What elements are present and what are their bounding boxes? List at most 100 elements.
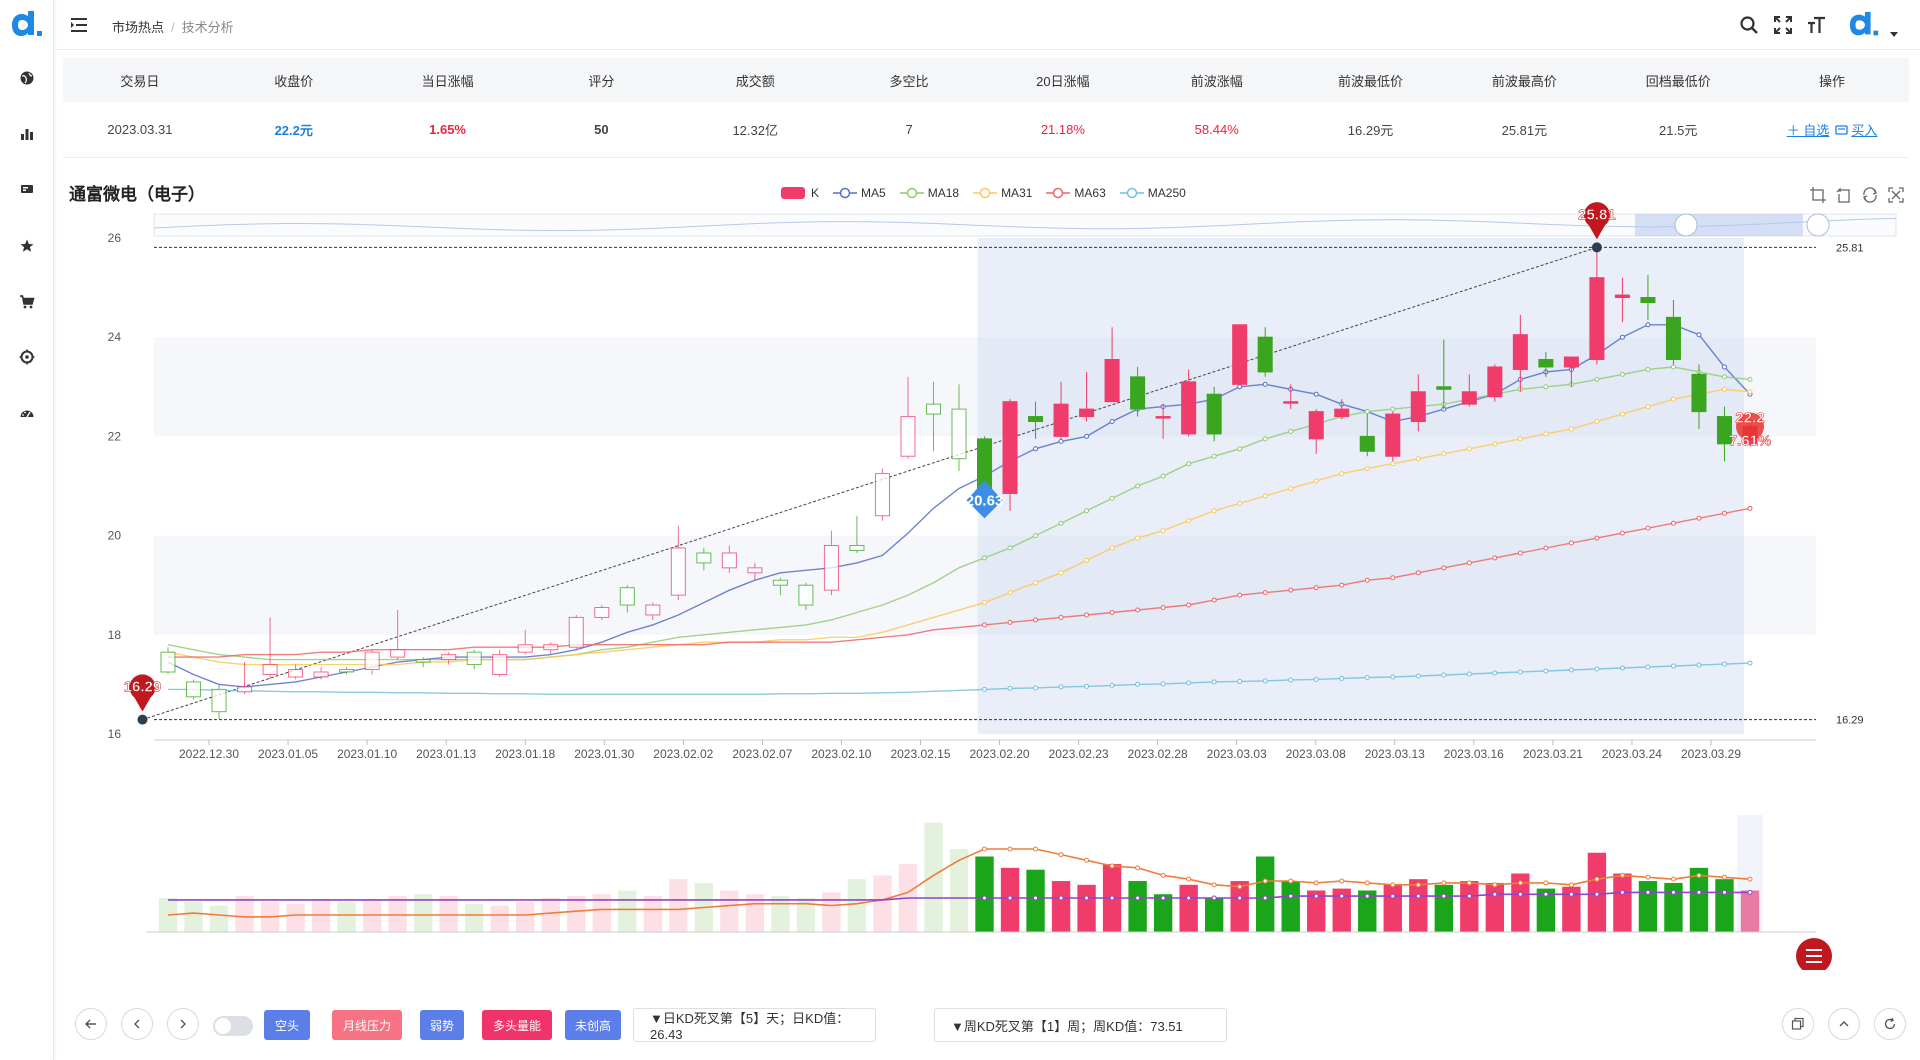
volume-ma-long-point <box>1543 891 1549 897</box>
breadcrumb-item-market[interactable]: 市场热点 <box>112 20 165 35</box>
legend-item-ma250[interactable]: MA250 <box>1119 186 1186 200</box>
restore-icon[interactable] <box>1861 186 1879 204</box>
daily-kd-info[interactable]: ▼日KD死叉第【5】天；日KD值：26.43 <box>633 1008 876 1042</box>
save-image-icon[interactable] <box>1887 186 1905 204</box>
ma-point <box>1160 473 1166 479</box>
volume-bar <box>1536 888 1556 932</box>
candle <box>1538 352 1554 377</box>
candle-body <box>747 567 763 574</box>
sidebar-item-globe[interactable] <box>0 64 54 92</box>
menu-toggle-icon[interactable] <box>69 15 89 35</box>
sidebar-item-card[interactable] <box>0 175 54 203</box>
volume-current-highlight <box>1737 815 1763 932</box>
tag-weak[interactable]: 弱势 <box>420 1010 464 1040</box>
candle-body <box>339 669 355 673</box>
volume-bar <box>286 903 305 932</box>
zoom-preview-line <box>153 217 1897 232</box>
volume-bar <box>720 890 739 932</box>
candle <box>925 381 942 452</box>
ma-point <box>1084 557 1090 563</box>
legend-item-k[interactable]: K <box>781 186 819 200</box>
next-button[interactable] <box>167 1008 199 1040</box>
display-toggle[interactable] <box>213 1016 253 1036</box>
breadcrumb-separator: / <box>171 20 175 35</box>
volume-ma-long-point <box>1415 893 1421 899</box>
ma-point <box>1619 665 1625 671</box>
volume-bar <box>618 890 637 932</box>
ma-point <box>1313 585 1319 591</box>
ma-point <box>1441 451 1447 457</box>
volume-ma-short-point <box>1390 882 1396 888</box>
volume-bar <box>592 894 611 932</box>
sidebar-item-favorites[interactable] <box>0 232 54 260</box>
kline-chart[interactable]: 16 18 20 22 24 26 2022.12.30 2023.01.05 2023.01.… <box>55 170 1920 970</box>
candle <box>645 602 661 620</box>
cell-score: 50 <box>594 122 609 137</box>
add-watchlist-link[interactable]: ＋ 自选 <box>1786 123 1830 138</box>
volume-ma-short-point <box>1670 876 1676 882</box>
zoom-select-icon[interactable] <box>1809 186 1827 204</box>
chevron-down-icon[interactable] <box>1889 30 1899 38</box>
copy-button[interactable] <box>1782 1008 1814 1040</box>
x-tick-label: 2023.03.21 <box>1523 747 1583 761</box>
x-tick-label: 2023.02.02 <box>653 747 713 761</box>
refresh-icon <box>1884 1017 1896 1030</box>
tag-no-new-high[interactable]: 未创高 <box>565 1010 621 1040</box>
ma-point <box>1237 592 1243 598</box>
legend-item-ma63[interactable]: MA63 <box>1046 186 1106 200</box>
x-tick-label: 2023.01.30 <box>574 747 634 761</box>
candle <box>1181 369 1197 437</box>
candle <box>1104 327 1120 403</box>
ma-point <box>1033 533 1039 539</box>
back-button[interactable] <box>75 1008 107 1040</box>
summary-table: 交易日 收盘价 当日涨幅 评分 成交额 多空比 20日涨幅 前波涨幅 前波最低价… <box>63 58 1909 160</box>
ma-point <box>1645 366 1651 372</box>
app-logo[interactable] <box>10 8 44 42</box>
volume-ma-short-point <box>1492 882 1498 888</box>
tag-bearish[interactable]: 空头 <box>264 1010 310 1040</box>
chart-canvas[interactable]: 16 18 20 22 24 26 2022.12.30 2023.01.05 2023.01.… <box>55 170 1920 970</box>
candle <box>1461 374 1477 407</box>
tag-bull-volume[interactable]: 多头量能 <box>482 1010 552 1040</box>
refresh-button[interactable] <box>1874 1008 1906 1040</box>
volume-bar <box>1689 867 1709 932</box>
font-size-icon[interactable] <box>1807 15 1827 35</box>
candle-body <box>1716 416 1733 445</box>
legend-label-ma18: MA18 <box>927 186 960 200</box>
weekly-kd-info[interactable]: ▼周KD死叉第【1】周；周KD值：73.51 <box>934 1008 1227 1042</box>
sidebar-item-dashboard[interactable] <box>0 400 54 428</box>
volume-bar <box>1740 890 1760 932</box>
candle-body <box>568 616 584 648</box>
ma-point <box>1390 406 1396 412</box>
volume-ma-long-point <box>1517 891 1523 897</box>
scroll-top-button[interactable] <box>1828 1008 1860 1040</box>
floating-menu-button[interactable] <box>1796 938 1832 970</box>
candle <box>262 617 278 680</box>
legend-item-ma31[interactable]: MA31 <box>973 186 1032 200</box>
candle <box>1079 371 1095 422</box>
volume-bar <box>847 879 867 932</box>
candle-body <box>185 681 202 698</box>
star-icon <box>20 239 34 252</box>
legend-item-ma5[interactable]: MA5 <box>833 186 886 200</box>
prev-button[interactable] <box>121 1008 153 1040</box>
candle <box>466 649 482 670</box>
user-avatar[interactable] <box>1847 9 1881 41</box>
sidebar-item-cart[interactable] <box>0 288 54 316</box>
ma-point <box>1288 587 1294 593</box>
zoom-reset-icon[interactable] <box>1835 186 1853 204</box>
grid-band <box>154 535 1816 635</box>
fullscreen-icon[interactable] <box>1773 15 1793 35</box>
tag-monthly-pressure[interactable]: 月线压力 <box>332 1010 402 1040</box>
volume-ma-short-point <box>1747 876 1753 882</box>
volume-bar <box>1638 881 1658 932</box>
buy-link[interactable]: 买入 <box>1851 123 1878 138</box>
search-icon[interactable] <box>1739 15 1759 35</box>
candle <box>1512 314 1528 392</box>
legend-item-ma18[interactable]: MA18 <box>899 186 960 200</box>
zoom-handle-right <box>1806 213 1830 237</box>
sidebar-item-target[interactable] <box>0 343 54 371</box>
low-marker-label: 16.29 <box>124 679 162 696</box>
sidebar-item-chart[interactable] <box>0 120 54 148</box>
buy-link-wrap[interactable]: 买入 <box>1835 120 1883 139</box>
